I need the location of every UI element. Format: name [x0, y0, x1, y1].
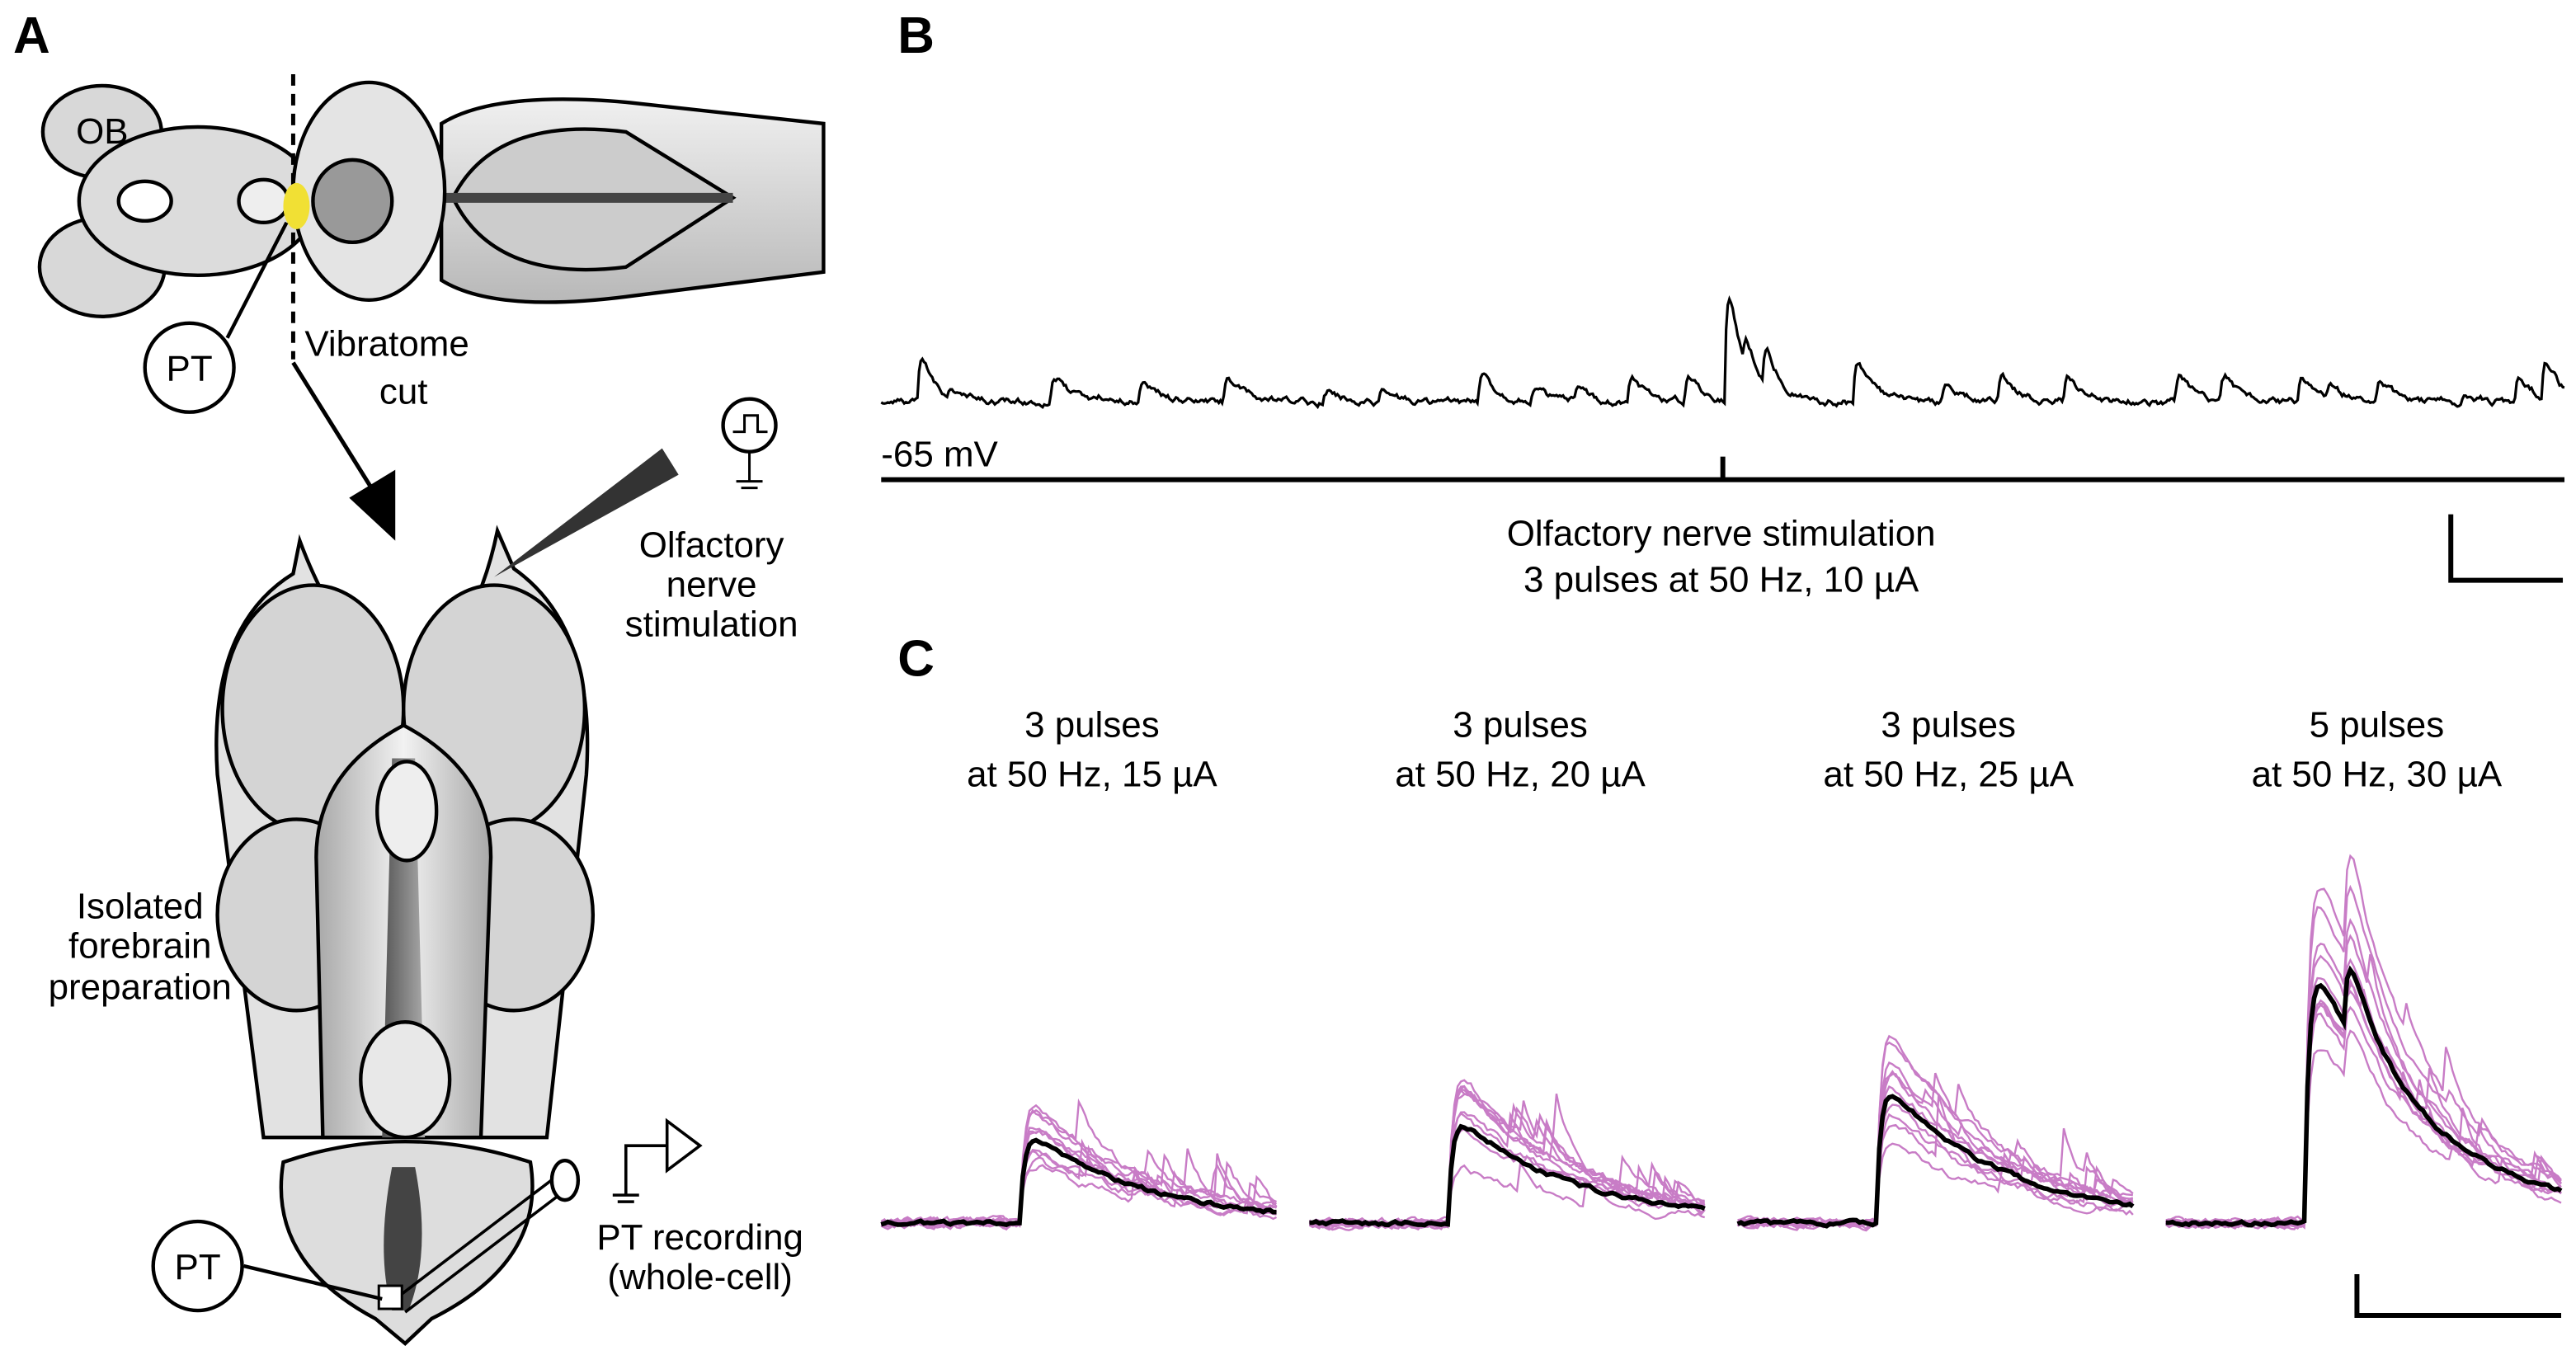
- panel-a-drawing: [37, 73, 826, 1346]
- pt-label: PT: [167, 349, 213, 389]
- ob-label: OB: [76, 111, 128, 152]
- trial-trace: [2165, 934, 2562, 1230]
- prep-label: preparation: [49, 967, 232, 1007]
- condition-title: 3 pulses: [1453, 704, 1588, 745]
- condition-title: at 50 Hz, 25 µA: [1823, 754, 2074, 794]
- stimulus-label: 3 pulses at 50 Hz, 10 µA: [1523, 560, 1919, 600]
- stim-label: Olfactory: [639, 525, 784, 566]
- condition-titles: 3 pulses at 50 Hz, 15 µA 3 pulses at 50 Hz,…: [967, 704, 2503, 794]
- trial-trace: [2165, 1005, 2562, 1230]
- condition-title: at 50 Hz, 15 µA: [967, 754, 1217, 794]
- recording-label: PT recording: [596, 1217, 803, 1258]
- cut-label: Vibratome: [304, 324, 469, 365]
- panel-label: C: [897, 630, 935, 687]
- condition-title: 3 pulses: [1881, 704, 2016, 745]
- trial-trace: [1309, 1088, 1706, 1231]
- stim-label: nerve: [666, 565, 757, 605]
- panel-b-drawing: [881, 456, 2565, 1319]
- panel-label: B: [897, 7, 935, 64]
- recording-label: (whole-cell): [607, 1257, 793, 1297]
- condition-title: 5 pulses: [2310, 704, 2445, 745]
- trial-trace: [1309, 1092, 1705, 1231]
- condition-title: at 50 Hz, 30 µA: [2252, 754, 2503, 794]
- mean-trace: [2165, 965, 2563, 1228]
- panel-label: A: [13, 7, 50, 64]
- trial-trace: [2165, 854, 2562, 1229]
- trial-trace: [2164, 1029, 2562, 1228]
- stimulus-label: Olfactory nerve stimulation: [1507, 514, 1936, 554]
- mean-trace: [1309, 1123, 1706, 1228]
- trial-trace: [1736, 1034, 2133, 1229]
- cut-label: cut: [379, 372, 428, 412]
- prep-label: forebrain: [68, 925, 211, 966]
- pt-label: PT: [175, 1247, 221, 1287]
- condition-title: 3 pulses: [1024, 704, 1160, 745]
- trial-trace: [2165, 990, 2562, 1230]
- trial-trace: [2165, 884, 2562, 1230]
- trial-trace: [2165, 983, 2562, 1230]
- stim-label: stimulation: [625, 605, 798, 645]
- condition-title: at 50 Hz, 20 µA: [1395, 754, 1646, 794]
- trial-trace: [1309, 1088, 1705, 1230]
- trial-trace: [1737, 1041, 2134, 1228]
- baseline-label: -65 mV: [881, 435, 998, 475]
- trial-trace: [2165, 918, 2562, 1230]
- traces: [880, 295, 2565, 1232]
- prep-label: Isolated: [77, 886, 204, 926]
- mean-trace: [1736, 1094, 2135, 1229]
- trace: [880, 295, 2565, 410]
- mean-trace: [880, 1137, 1277, 1228]
